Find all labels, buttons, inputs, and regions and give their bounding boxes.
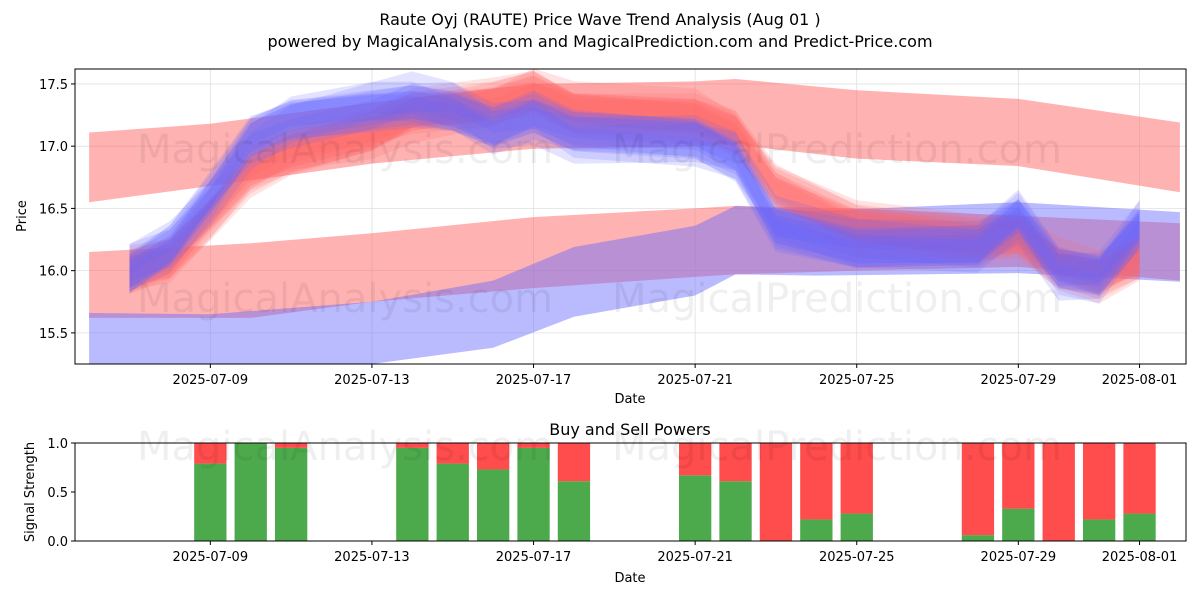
price-wave-blue-2 [129,81,1140,292]
sell-bar [517,443,550,448]
watermark-prediction-bottom: MagicalPrediction.com [612,424,1062,470]
price-wave-blue-1 [129,90,1140,295]
signal-y-tick-label: 0.0 [47,535,68,550]
signal-y-tick-label: 0.5 [47,486,68,501]
buy-bar [800,519,833,541]
signal-x-tick-label: 2025-07-21 [657,550,733,565]
buy-bar [678,475,712,541]
buy-bar [517,447,550,541]
price-x-tick-label: 2025-07-29 [981,373,1057,388]
sell-bar [476,443,510,470]
buy-bar [1123,513,1156,541]
buy-bar [436,463,469,541]
sell-bar [678,443,712,476]
signal-y-axis-label: Signal Strength [23,442,38,542]
sell-bar [961,443,995,536]
price-wave-red-0 [129,76,1140,292]
signal-x-ticks: 2025-07-09 2025-07-13 2025-07-17 2025-07-21… [173,541,1178,565]
signal-plot-title: Buy and Sell Powers [549,420,711,439]
sell-bar [557,443,591,482]
price-plot: MagicalAnalysis.com MagicalPrediction.co… [15,68,1187,407]
price-x-tick-label: 2025-07-09 [173,373,249,388]
signal-bars [194,443,1156,541]
price-plot-frame [74,68,1187,365]
price-bands [89,69,1180,364]
signal-x-axis-label: Date [614,571,645,586]
price-wave-blue-7 [129,85,1140,296]
price-y-tick-label: 16.0 [39,265,68,280]
buy-bar [234,443,267,541]
sell-bar [194,443,227,464]
sell-bar [800,443,833,520]
buy-bar [476,469,510,541]
buy-bar [194,463,227,541]
signal-y-ticks: 0.0 0.5 1.0 [47,437,75,550]
buy-bar [1082,519,1116,541]
sell-bar [1082,443,1116,520]
signal-x-tick-label: 2025-07-25 [819,550,895,565]
buy-bar [961,535,995,541]
signal-x-tick-label: 2025-08-01 [1102,550,1178,565]
price-wave-blue-4 [129,71,1140,301]
price-x-tick-label: 2025-07-25 [819,373,895,388]
signal-plot: Buy and Sell Powers MagicalAnalysis.com … [23,420,1187,586]
price-y-tick-label: 15.5 [39,327,68,342]
price-x-tick-label: 2025-07-21 [657,373,733,388]
price-wave-red-2 [129,75,1140,293]
buy-bar [719,481,752,541]
price-y-tick-label: 17.0 [39,140,68,155]
price-wave-blue-3 [129,90,1140,289]
price-band-red-0 [89,79,1180,203]
buy-bar [557,481,591,541]
price-wave-red-4 [129,71,1140,300]
price-x-axis-label: Date [614,392,645,407]
price-wave-blue-6 [129,82,1140,304]
sell-bar [274,443,308,448]
price-wave-red-6 [129,70,1140,296]
price-x-tick-label: 2025-07-17 [496,373,572,388]
price-wave-blue-0 [129,93,1140,294]
buy-bar [1002,508,1035,541]
signal-x-tick-label: 2025-07-29 [981,550,1057,565]
signal-x-tick-label: 2025-07-09 [173,550,249,565]
price-y-ticks: 15.5 16.0 16.5 17.0 17.5 [39,78,75,342]
chart-subtitle: powered by MagicalAnalysis.com and Magic… [267,32,932,51]
sell-bar [1042,443,1075,541]
price-wave-red-5 [129,81,1140,295]
price-band-red-1 [89,205,1180,318]
sell-bar [396,443,429,448]
buy-bar [274,447,308,541]
price-x-tick-label: 2025-08-01 [1102,373,1178,388]
sell-bar [436,443,469,464]
price-x-tick-label: 2025-07-13 [334,373,410,388]
signal-x-tick-label: 2025-07-17 [496,550,572,565]
price-x-ticks: 2025-07-09 2025-07-13 2025-07-17 2025-07-21… [173,364,1178,388]
sell-bar [1002,443,1035,509]
signal-y-tick-label: 1.0 [47,437,68,452]
sell-bar [840,443,873,514]
watermark-prediction-mid: MagicalPrediction.com [612,276,1062,322]
watermark-prediction-top: MagicalPrediction.com [612,127,1062,173]
chart-title: Raute Oyj (RAUTE) Price Wave Trend Analy… [379,10,820,29]
signal-x-tick-label: 2025-07-13 [334,550,410,565]
price-wave-red-7 [129,70,1140,304]
sell-bar [759,443,793,541]
price-y-tick-label: 16.5 [39,202,68,217]
sell-bar [719,443,752,482]
price-y-axis-label: Price [15,200,30,232]
price-wave-blue-5 [129,85,1140,294]
sell-bar [1123,443,1156,514]
watermark-analysis-top: MagicalAnalysis.com [137,127,553,173]
buy-bar [396,447,429,541]
price-y-tick-label: 17.5 [39,78,68,93]
price-wave-red-1 [129,69,1140,295]
watermark-analysis-mid: MagicalAnalysis.com [137,276,553,322]
watermark-analysis-bottom: MagicalAnalysis.com [137,424,553,470]
price-wave-red-3 [129,83,1140,294]
buy-bar [840,513,873,541]
price-band-blue-2 [89,202,1180,364]
